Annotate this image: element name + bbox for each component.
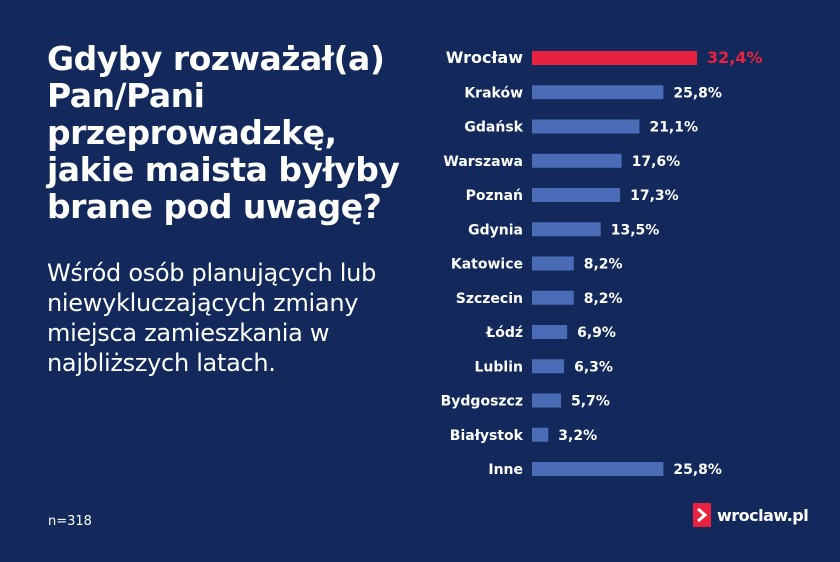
category-label-wroclaw: Wrocław: [446, 48, 523, 67]
category-label-bydgoszcz: Bydgoszcz: [441, 394, 523, 410]
wroclaw-logo[interactable]: wroclaw.pl: [693, 503, 809, 527]
bar-poznan: [532, 188, 621, 202]
bar-katowice: [532, 256, 574, 271]
category-label-katowice: Katowice: [451, 257, 523, 273]
chart-title: Gdyby rozważał(a) Pan/Pani przeprowadzkę…: [47, 39, 400, 226]
bar-bydgoszcz: [532, 393, 562, 408]
bar-gdansk: [532, 119, 640, 134]
value-label-gdansk: 21,1%: [649, 120, 698, 136]
logo-text: wroclaw.pl: [717, 505, 809, 525]
bar-warszawa: [532, 153, 622, 168]
value-label-lublin: 6,3%: [574, 359, 613, 375]
value-label-krakow: 25,8%: [673, 85, 722, 101]
category-label-lublin: Lublin: [475, 359, 523, 375]
value-label-warszawa: 17,6%: [632, 154, 681, 170]
value-label-bydgoszcz: 5,7%: [571, 394, 610, 410]
category-label-bialystok: Białystok: [450, 428, 524, 444]
bar-szczecin: [532, 290, 574, 305]
bar-krakow: [532, 85, 664, 100]
chart-subtitle: Wśród osób planujących lub niewykluczają…: [47, 259, 377, 377]
category-label-warszawa: Warszawa: [443, 154, 523, 170]
category-label-szczecin: Szczecin: [456, 291, 523, 307]
category-label-krakow: Kraków: [464, 85, 523, 101]
value-label-katowice: 8,2%: [584, 257, 623, 273]
sample-size: n=318: [48, 514, 92, 529]
value-label-bialystok: 3,2%: [558, 428, 597, 444]
value-label-wroclaw: 32,4%: [707, 48, 763, 67]
value-label-gdynia: 13,5%: [611, 222, 660, 238]
value-label-poznan: 17,3%: [630, 188, 679, 204]
value-label-inne: 25,8%: [673, 462, 722, 478]
bar-wroclaw: [532, 51, 697, 65]
bar-lublin: [532, 359, 565, 374]
chevron-right-icon: [693, 503, 711, 527]
category-label-inne: Inne: [488, 462, 523, 478]
bar-lodz: [532, 325, 568, 339]
bar-inne: [532, 462, 664, 476]
value-label-szczecin: 8,2%: [584, 291, 623, 307]
category-label-gdansk: Gdańsk: [464, 120, 523, 136]
bar-bialystok: [532, 427, 549, 442]
category-label-lodz: Łódź: [485, 325, 523, 341]
value-label-lodz: 6,9%: [577, 325, 616, 341]
category-label-gdynia: Gdynia: [468, 222, 523, 238]
bar-gdynia: [532, 222, 601, 237]
category-label-poznan: Poznań: [466, 188, 523, 204]
